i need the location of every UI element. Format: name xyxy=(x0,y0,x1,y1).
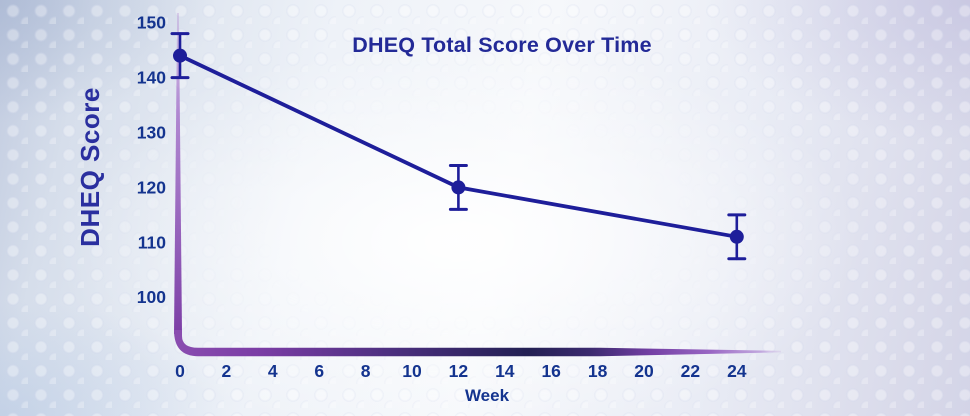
data-point xyxy=(729,229,744,244)
x-tick-label: 18 xyxy=(588,361,608,381)
y-tick-label: 140 xyxy=(137,68,166,88)
x-tick-label: 6 xyxy=(314,361,324,381)
x-tick-label: 16 xyxy=(541,361,561,381)
y-tick-label: 100 xyxy=(137,287,166,307)
x-axis-line xyxy=(174,330,781,357)
x-tick-label: 24 xyxy=(727,361,747,381)
x-tick-label: 14 xyxy=(495,361,515,381)
x-axis-label: Week xyxy=(464,386,510,405)
x-tick-label: 10 xyxy=(402,361,422,381)
trend-line xyxy=(178,53,739,239)
x-tick-label: 4 xyxy=(268,361,278,381)
y-axis-label: DHEQ Score xyxy=(75,87,105,247)
data-point xyxy=(451,180,466,195)
y-tick-label: 120 xyxy=(137,177,166,197)
y-tick-labels: 100 110 120 130 140 150 xyxy=(137,13,166,308)
x-tick-labels: 0 2 4 6 8 10 12 14 16 18 20 22 24 xyxy=(175,361,747,381)
x-tick-label: 8 xyxy=(361,361,371,381)
data-point xyxy=(173,48,187,63)
x-tick-label: 2 xyxy=(222,361,232,381)
y-tick-label: 130 xyxy=(137,123,166,143)
x-tick-label: 0 xyxy=(175,361,185,381)
y-axis-line xyxy=(174,13,182,334)
y-tick-label: 110 xyxy=(138,232,166,252)
chart-title: DHEQ Total Score Over Time xyxy=(352,33,652,57)
x-tick-label: 22 xyxy=(681,361,701,381)
x-tick-label: 20 xyxy=(634,361,654,381)
error-bars xyxy=(170,32,747,261)
x-tick-label: 12 xyxy=(449,361,469,381)
y-tick-label: 150 xyxy=(137,13,166,33)
